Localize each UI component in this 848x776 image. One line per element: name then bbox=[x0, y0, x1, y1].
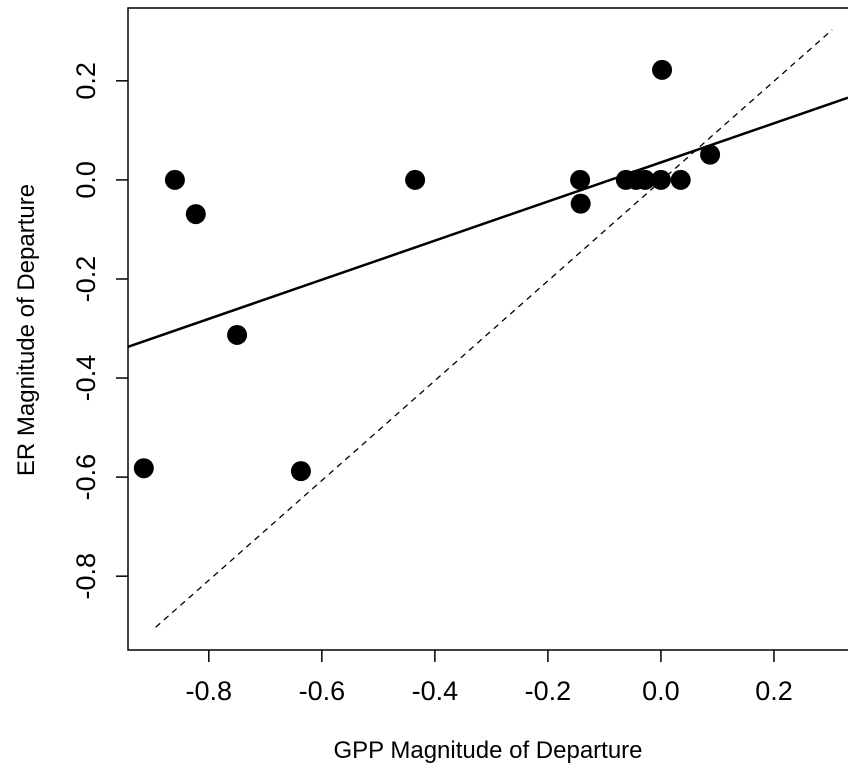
y-tick-label: 0.2 bbox=[71, 62, 101, 100]
point bbox=[133, 458, 154, 479]
x-tick-label: -0.8 bbox=[186, 676, 233, 706]
plot-frame bbox=[127, 7, 848, 651]
y-tick-label: -0.6 bbox=[71, 454, 101, 501]
point bbox=[164, 169, 185, 190]
point bbox=[670, 169, 691, 190]
x-tick-label: 0.0 bbox=[642, 676, 680, 706]
y-tick-label: -0.8 bbox=[71, 553, 101, 600]
x-tick-label: -0.6 bbox=[299, 676, 346, 706]
point bbox=[650, 169, 671, 190]
point bbox=[570, 193, 591, 214]
x-tick-label: -0.2 bbox=[525, 676, 572, 706]
point bbox=[405, 169, 426, 190]
point bbox=[185, 204, 206, 225]
x-tick-label: 0.2 bbox=[755, 676, 793, 706]
point bbox=[652, 59, 673, 80]
y-tick-label: -0.2 bbox=[71, 256, 101, 303]
x-axis-label: GPP Magnitude of Departure bbox=[333, 737, 642, 764]
identity-line bbox=[155, 29, 833, 628]
y-tick-label: -0.4 bbox=[71, 355, 101, 402]
fit-line bbox=[127, 96, 848, 349]
point bbox=[570, 169, 591, 190]
y-axis-label: ER Magnitude of Departure bbox=[13, 184, 40, 476]
point bbox=[227, 324, 248, 345]
x-tick-label: -0.4 bbox=[412, 676, 459, 706]
point bbox=[290, 461, 311, 482]
point bbox=[635, 169, 656, 190]
point bbox=[700, 144, 721, 165]
y-tick-label: 0.0 bbox=[71, 161, 101, 199]
